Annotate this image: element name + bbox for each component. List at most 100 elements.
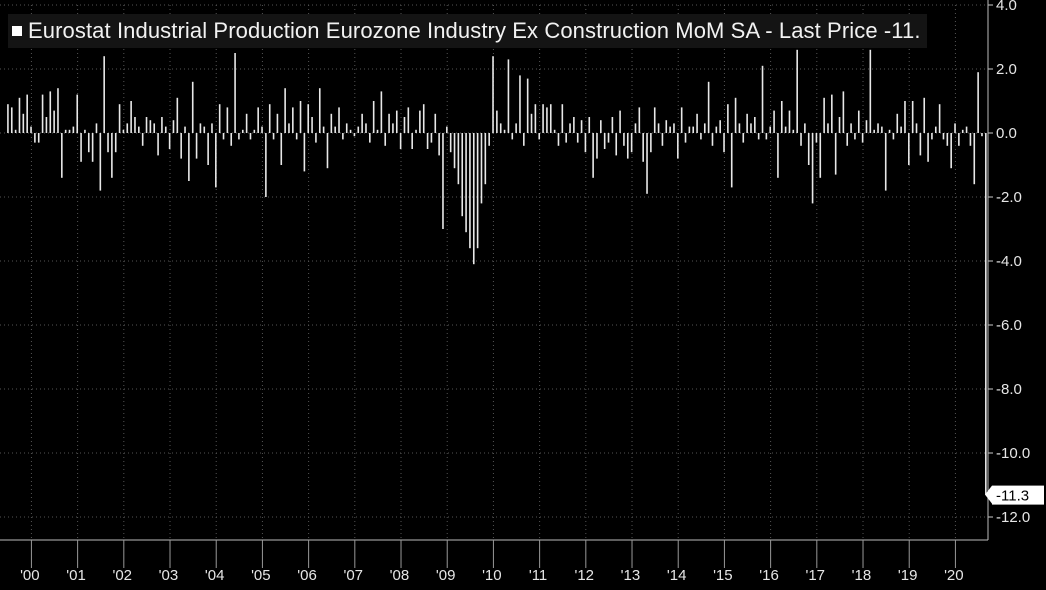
- bar: [854, 133, 856, 140]
- bar: [985, 133, 987, 495]
- bar: [207, 133, 209, 165]
- bar: [295, 133, 298, 140]
- bar: [684, 133, 687, 143]
- bar: [623, 133, 625, 146]
- gridlines: [0, 4, 988, 540]
- bar: [515, 123, 517, 133]
- bar: [538, 133, 541, 140]
- bar: [126, 123, 129, 133]
- bar: [611, 117, 614, 133]
- bar: [322, 126, 325, 133]
- bar: [284, 88, 286, 133]
- x-tick-label: '11: [529, 567, 547, 584]
- bar: [45, 117, 48, 133]
- bar: [469, 133, 471, 249]
- bar: [14, 129, 17, 133]
- bar: [857, 110, 860, 133]
- bar: [330, 113, 333, 133]
- bar: [465, 133, 467, 233]
- bar: [780, 101, 783, 133]
- bar: [68, 129, 71, 133]
- bar: [580, 120, 583, 133]
- bar: [727, 104, 729, 133]
- bar: [184, 126, 186, 133]
- bar: [64, 129, 67, 133]
- bar: [411, 133, 413, 149]
- bar: [657, 123, 660, 133]
- bar: [981, 133, 983, 137]
- bar: [299, 101, 302, 133]
- y-tick-label: -4.0: [996, 253, 1022, 270]
- bar: [37, 133, 40, 143]
- bar: [757, 133, 760, 140]
- chart-legend: Eurostat Industrial Production Eurozone …: [8, 14, 927, 48]
- y-tick-label: -8.0: [996, 381, 1022, 398]
- y-tick-label: 2.0: [996, 61, 1017, 78]
- bar: [888, 129, 891, 133]
- bar: [523, 133, 525, 146]
- bar: [315, 133, 317, 143]
- bar: [746, 113, 748, 133]
- x-tick-label: '02: [112, 567, 132, 584]
- bar: [241, 129, 244, 133]
- bar: [357, 126, 360, 133]
- bar: [111, 133, 113, 178]
- bar: [34, 133, 36, 143]
- x-tick-label: '05: [251, 567, 271, 584]
- bar: [892, 133, 895, 140]
- bar: [954, 123, 956, 133]
- bar: [218, 104, 221, 133]
- bar: [519, 75, 521, 133]
- bar: [773, 110, 775, 133]
- bar: [134, 117, 136, 133]
- bar: [195, 133, 198, 159]
- bar: [619, 110, 621, 133]
- bar: [942, 133, 945, 140]
- bar: [499, 123, 502, 133]
- bar: [549, 104, 552, 133]
- bar: [804, 123, 806, 133]
- bar: [873, 129, 875, 133]
- bar: [403, 117, 406, 133]
- x-tick-label: '07: [343, 567, 363, 584]
- bar: [530, 113, 533, 133]
- bar: [161, 117, 163, 133]
- bar: [769, 126, 772, 133]
- bar: [596, 133, 598, 159]
- x-tick-label: '19: [898, 567, 918, 584]
- bar: [449, 133, 452, 153]
- x-tick-label: '20: [944, 567, 964, 584]
- bar: [107, 133, 109, 153]
- bar: [800, 133, 802, 146]
- bar: [446, 126, 448, 133]
- bar: [95, 123, 98, 133]
- bar: [41, 94, 44, 133]
- bar: [927, 133, 929, 162]
- x-tick-label: '12: [574, 567, 594, 584]
- y-tick-label: -12.0: [996, 509, 1030, 526]
- bar: [831, 94, 833, 133]
- bar: [973, 133, 976, 185]
- bar: [630, 133, 633, 153]
- bar: [292, 107, 294, 133]
- bar: [257, 107, 259, 133]
- bar: [280, 133, 283, 165]
- bar: [626, 133, 629, 159]
- x-axis: '00 '01 '02 '03 '04 '05 '06 '07 '08 '09 '10 '11 '12 '…: [0, 539, 988, 584]
- bar: [634, 123, 637, 133]
- bar: [761, 65, 764, 133]
- bar: [268, 104, 271, 133]
- bar: [30, 126, 32, 133]
- bar: [646, 133, 648, 194]
- bar: [911, 101, 914, 133]
- y-tick-label: -6.0: [996, 317, 1022, 334]
- bar: [61, 133, 63, 178]
- bar: [807, 133, 810, 165]
- bar: [607, 133, 610, 143]
- bar: [565, 133, 567, 143]
- bar: [819, 133, 822, 178]
- bar: [388, 113, 390, 133]
- bar: [334, 126, 336, 133]
- bar: [265, 133, 267, 197]
- bar: [18, 97, 21, 133]
